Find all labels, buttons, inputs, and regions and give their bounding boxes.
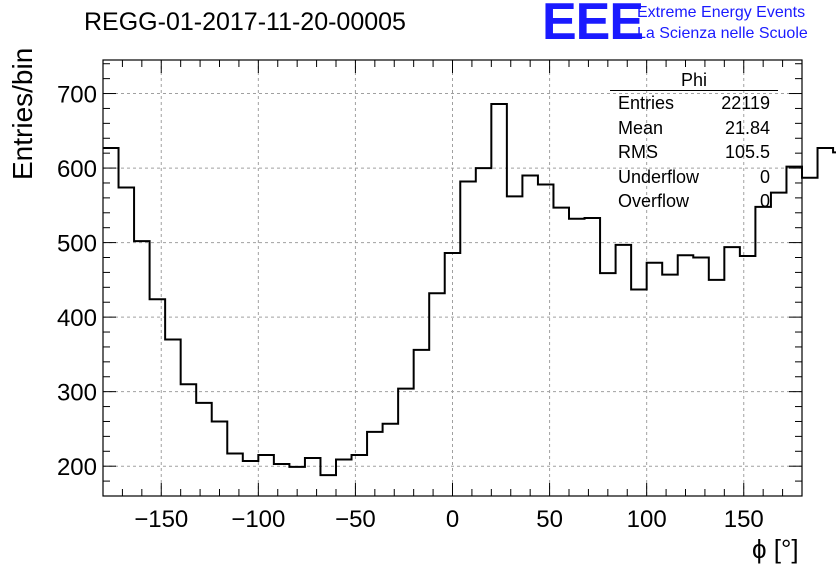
histogram-bin — [258, 455, 274, 496]
y-tick-label: 500 — [57, 231, 97, 258]
stats-value: 0 — [759, 166, 770, 187]
histogram-bin — [818, 148, 834, 496]
histogram-bin — [616, 245, 632, 496]
histogram-bin — [305, 458, 321, 496]
y-tick-label: 600 — [57, 156, 97, 183]
histogram-bin — [709, 280, 725, 496]
histogram-bin — [352, 455, 368, 496]
histogram-bin — [771, 193, 787, 496]
histogram-bin — [196, 403, 212, 496]
stats-row-rms: RMS 105.5 — [610, 140, 778, 165]
histogram-bin — [755, 207, 771, 496]
stats-row-overflow: Overflow 0 — [610, 189, 778, 214]
histogram-bin — [320, 475, 336, 496]
histogram-bin — [631, 290, 647, 496]
histogram-bin — [802, 178, 818, 496]
histogram-bin — [150, 299, 166, 496]
stats-label: Overflow — [618, 191, 690, 211]
tick-labels: −150 −100 −50 0 50 100 150 200 300 400 500 600 700 — [57, 82, 764, 533]
histogram-bin — [476, 168, 492, 496]
x-tick-label: −100 — [231, 506, 285, 533]
histogram-bin — [103, 148, 119, 496]
histogram-bin — [429, 293, 445, 496]
histogram-bin — [553, 208, 569, 496]
histogram-bin — [383, 424, 399, 496]
x-tick-label: −50 — [335, 506, 376, 533]
stats-row-mean: Mean 21.84 — [610, 116, 778, 141]
histogram-bin — [181, 384, 197, 496]
histogram-bin — [398, 389, 414, 496]
histogram-bin — [134, 241, 150, 496]
stats-label: Mean — [618, 117, 664, 138]
histogram-bin — [569, 219, 585, 496]
logo-text-line2: La Scienza nelle Scuole — [637, 25, 808, 42]
stats-value: 105.5 — [724, 142, 770, 162]
histogram-bin — [585, 218, 601, 496]
grid — [103, 60, 802, 496]
histogram-bin — [538, 184, 554, 496]
histogram-bin — [460, 181, 476, 496]
histogram-bin — [693, 258, 709, 496]
histogram-bin — [336, 459, 352, 496]
histogram-bin — [491, 104, 507, 496]
x-tick-label: 50 — [536, 506, 563, 533]
histogram-bin — [507, 196, 523, 496]
histogram-bin — [445, 253, 461, 496]
x-tick-label: −150 — [134, 506, 188, 533]
histogram-bin — [724, 247, 740, 496]
stats-value: 22119 — [721, 93, 770, 113]
x-tick-label: 150 — [724, 506, 764, 533]
axis-ticks — [102, 60, 803, 496]
stats-box: Phi Entries 22119 Mean 21.84 RMS 105.5 U… — [610, 70, 778, 214]
stats-label: Underflow — [618, 166, 700, 187]
histogram-title: REGG-01-2017-11-20-00005 — [84, 8, 406, 36]
stats-label: RMS — [618, 142, 658, 162]
stats-row-entries: Entries 22119 — [610, 91, 778, 116]
histogram-bin — [165, 339, 181, 496]
y-tick-label: 300 — [57, 380, 97, 407]
x-tick-label: 0 — [446, 506, 459, 533]
y-tick-label: 400 — [57, 305, 97, 332]
y-tick-label: 700 — [57, 82, 97, 109]
histogram-bin — [243, 461, 259, 496]
histogram-bin — [786, 167, 802, 496]
y-axis-label: Entries/bin — [7, 47, 38, 180]
histogram-bin — [662, 275, 678, 496]
histogram-bin — [647, 263, 663, 496]
histogram-bin — [678, 255, 694, 496]
histogram-bin — [227, 454, 243, 496]
histogram-bin — [274, 464, 290, 496]
histogram-bin — [119, 187, 135, 496]
stats-box-title: Phi — [610, 70, 778, 91]
x-axis-label: ϕ [°] — [752, 534, 799, 564]
eee-logo: EEE — [542, 0, 644, 51]
stats-label: Entries — [618, 93, 675, 113]
y-tick-label: 200 — [57, 454, 97, 481]
histogram-bin — [367, 432, 383, 496]
x-tick-label: 100 — [627, 506, 667, 533]
stats-value: 0 — [759, 191, 770, 211]
histogram-bin — [740, 256, 756, 496]
histogram-bars — [103, 102, 836, 496]
stats-value: 21.84 — [724, 117, 770, 138]
histogram-bin — [212, 421, 228, 496]
histogram-bin — [414, 350, 430, 496]
stats-row-underflow: Underflow 0 — [610, 165, 778, 190]
histogram-bin — [522, 176, 538, 496]
logo-text-line1: Extreme Energy Events — [637, 4, 806, 21]
histogram-bin — [600, 273, 616, 496]
histogram-outline — [103, 102, 836, 477]
